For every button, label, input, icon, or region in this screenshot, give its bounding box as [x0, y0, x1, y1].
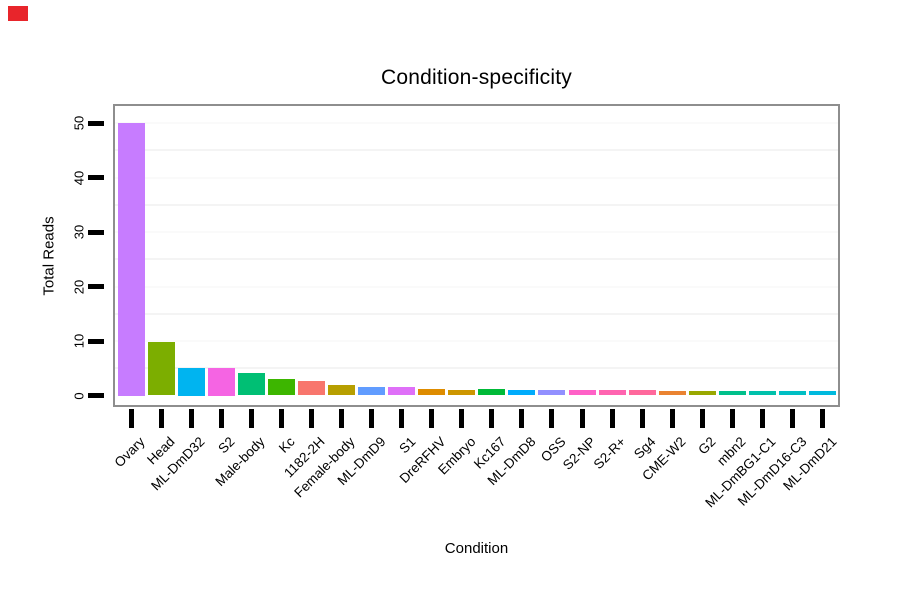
minor-gridline [115, 149, 838, 152]
red-marker-icon [8, 6, 28, 21]
y-tick-label: 40 [71, 170, 87, 185]
major-gridline [115, 285, 838, 288]
x-tick [669, 409, 675, 428]
major-gridline [115, 122, 838, 124]
x-tick [759, 409, 765, 428]
x-tick [699, 409, 705, 428]
minor-gridline [115, 367, 838, 370]
bar-ml-dmd9 [358, 386, 386, 396]
x-tick [369, 409, 375, 428]
bar-ml-dmd16-c3 [779, 391, 807, 396]
x-tick [639, 409, 645, 428]
x-axis-title: Condition [444, 540, 509, 557]
bar-g2 [688, 390, 716, 396]
bar-sg4 [628, 390, 656, 396]
x-tick [188, 409, 194, 428]
bar-ovary [117, 123, 145, 396]
y-tick [88, 284, 104, 289]
minor-gridline [115, 203, 838, 206]
bar-female-body [327, 385, 355, 396]
bar-ml-dmbg1-c1 [748, 391, 776, 396]
bar-kc [267, 379, 295, 396]
x-tick [429, 409, 435, 428]
major-gridline [115, 231, 838, 233]
x-tick [790, 409, 796, 428]
chart-title: Condition-specificity [381, 66, 572, 89]
x-tick [519, 409, 525, 428]
major-gridline [115, 340, 838, 342]
bar-male-body [237, 372, 265, 396]
bar-ml-dmd8 [508, 389, 536, 396]
bar-ml-dmd21 [809, 391, 837, 396]
x-tick [579, 409, 585, 428]
x-tick [399, 409, 405, 428]
y-tick [88, 393, 104, 398]
minor-gridline [115, 258, 838, 261]
bar-layer [115, 106, 838, 405]
y-tick [88, 120, 104, 126]
bar-s2-r+ [598, 390, 626, 396]
y-tick-label: 20 [71, 279, 87, 294]
x-tick [278, 409, 284, 428]
x-tick [549, 409, 555, 428]
x-tick [308, 409, 314, 428]
bar-1182-2h [297, 381, 325, 396]
y-axis-title: Total Reads [40, 216, 58, 296]
bar-ml-dmd32 [177, 368, 205, 396]
bar-s1 [388, 386, 416, 396]
x-tick [338, 409, 344, 428]
y-tick [88, 229, 104, 235]
x-tick [459, 409, 465, 428]
x-tick [729, 409, 735, 428]
minor-gridline [115, 312, 838, 315]
y-tick [88, 338, 104, 344]
bar-oss [538, 390, 566, 396]
bar-cme-w2 [658, 390, 686, 396]
y-tick-label: 30 [71, 224, 87, 240]
bar-embryo [448, 389, 476, 396]
y-tick-label: 10 [71, 333, 87, 349]
x-tick [609, 409, 615, 428]
x-tick [489, 409, 495, 428]
x-tick [248, 409, 254, 428]
x-tick [128, 409, 134, 428]
bar-mbn2 [718, 391, 746, 396]
bar-kc167 [478, 388, 506, 396]
y-tick-label: 0 [71, 391, 87, 400]
major-gridline [115, 176, 838, 179]
y-tick-label: 50 [71, 115, 87, 131]
bar-head [147, 342, 175, 396]
plot-panel [113, 104, 840, 407]
bar-drerfhv [418, 388, 446, 396]
gridline-layer [115, 106, 838, 405]
bar-s2 [207, 368, 235, 396]
x-tick [218, 409, 224, 428]
bar-s2-np [568, 390, 596, 396]
y-tick [88, 175, 104, 180]
x-tick [820, 409, 826, 428]
x-tick [158, 409, 164, 428]
